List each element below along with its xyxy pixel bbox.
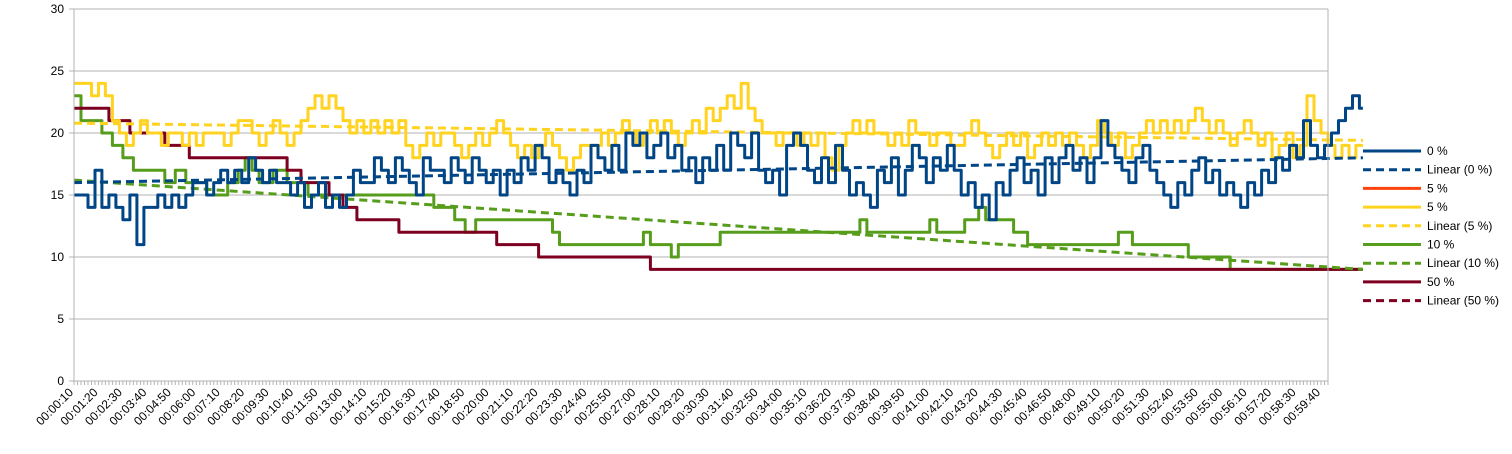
y-tick-label: 5 [57, 312, 64, 326]
series-linear-0-line [73, 156, 1363, 185]
series-linear-10-line [73, 178, 1364, 271]
legend: 0 % Linear (0 %) 5 % 5 % Linear (5 %) 10 % Lin… [1363, 144, 1499, 308]
y-tick-label: 25 [51, 64, 65, 78]
legend-label: 10 % [1427, 238, 1455, 252]
y-tick-label: 10 [51, 250, 65, 264]
legend-label: 5 % [1427, 200, 1448, 214]
series-5-line [74, 81, 1363, 172]
series-layer [73, 81, 1364, 271]
y-tick-label: 20 [51, 126, 65, 140]
legend-label: 50 % [1427, 275, 1455, 289]
legend-label: Linear (50 %) [1427, 294, 1499, 308]
series-10-line [74, 94, 1363, 271]
legend-label: 0 % [1427, 144, 1448, 158]
legend-label: Linear (5 %) [1427, 219, 1492, 233]
y-tick-label: 0 [57, 374, 64, 388]
x-axis-ticks: 00:00:1000:01:2000:02:3000:03:4000:04:50… [33, 381, 1329, 428]
series-linear-5-line [73, 121, 1363, 142]
axes [73, 9, 1329, 382]
gridlines [74, 8, 1328, 382]
series-0-line [74, 94, 1363, 247]
y-tick-label: 30 [51, 2, 65, 16]
legend-label: Linear (0 %) [1427, 163, 1492, 177]
legend-label: 5 % [1427, 181, 1448, 195]
y-axis-ticks: 0 5 10 15 20 25 30 [51, 2, 74, 388]
legend-label: Linear (10 %) [1427, 256, 1499, 270]
y-tick-label: 15 [51, 188, 65, 202]
